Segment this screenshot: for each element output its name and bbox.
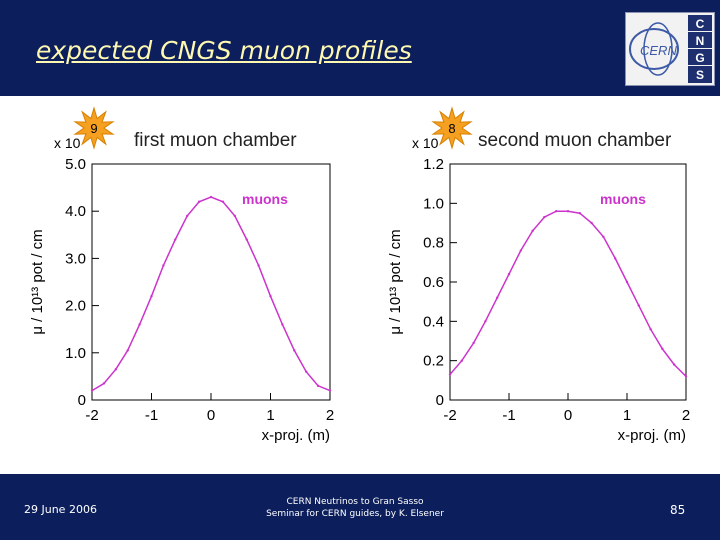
chart2-point-8 (543, 215, 546, 219)
cngs-logo: CERN C N G S (625, 12, 715, 86)
chart2-point-17 (649, 328, 652, 331)
chart2-ytick-label-6: 1.2 (423, 156, 444, 173)
chart2-point-7 (531, 229, 534, 233)
chart1-point-6 (162, 264, 165, 267)
chart2-ytick-label-0: 0 (436, 392, 444, 409)
chart1-point-12 (233, 214, 236, 218)
chart2-point-10 (566, 210, 570, 213)
chart2-point-18 (661, 347, 664, 351)
chart2-point-13 (602, 235, 605, 238)
chart2-point-2 (472, 341, 475, 345)
chart1-point-20 (328, 389, 332, 392)
chart2-point-3 (484, 320, 487, 323)
chart1-xtick-label-4: 2 (326, 407, 334, 424)
chart1-point-19 (316, 384, 320, 388)
page-number: 85 (670, 503, 686, 517)
chart1-scale-factor: x 10 (54, 135, 81, 151)
chart1-point-16 (281, 323, 284, 326)
slide-title: expected CNGS muon profiles (36, 36, 412, 65)
chart1-point-0 (90, 389, 94, 392)
chart2-point-5 (507, 272, 511, 276)
chart1-point-1 (102, 382, 106, 385)
chart1-frame (91, 163, 331, 401)
chart2-xtick-label-0: -2 (443, 407, 456, 424)
chart2-xlabel: x-proj. (m) (618, 427, 686, 444)
chart2-xtick-label-4: 2 (682, 407, 690, 424)
chart2-point-19 (673, 363, 676, 366)
chart2-muon-curve (449, 210, 687, 377)
logo-cern-text: CERN (640, 43, 677, 58)
chart2-xtick-label-3: 1 (623, 407, 631, 424)
chart1-point-15 (269, 294, 272, 298)
footer-center: CERN Neutrinos to Gran Sasso Seminar for… (200, 496, 510, 520)
chart1-point-10 (209, 195, 213, 199)
chart2-point-1 (460, 359, 463, 362)
chart1-xtick-label-2: 0 (207, 407, 215, 424)
chart2-xtick-label-2: 0 (564, 407, 572, 424)
chart2-ytick-label-2: 0.4 (423, 313, 444, 330)
footer-line-2: Seminar for CERN guides, by K. Elsener (266, 509, 444, 519)
chart2-point-11 (578, 211, 581, 215)
chart1-point-5 (150, 294, 153, 298)
chart1-point-2 (114, 368, 118, 371)
chart1-point-3 (126, 349, 129, 352)
chart2-exponent-star-icon (431, 106, 473, 150)
chart1-point-14 (257, 264, 260, 267)
chart2-ytick-label-5: 1.0 (423, 195, 444, 212)
chart2-point-4 (496, 296, 499, 299)
logo-letter-n: N (696, 34, 705, 48)
chart1-ytick-label-0: 0 (78, 392, 86, 409)
chart1-point-13 (245, 238, 248, 241)
chart1-point-9 (197, 200, 201, 203)
chart1-ytick-label-1: 1.0 (65, 345, 86, 362)
chart2-point-9 (555, 210, 558, 213)
chart1-ytick-label-2: 2.0 (65, 298, 86, 315)
chart2-point-6 (519, 249, 522, 252)
chart1-point-17 (293, 349, 296, 352)
chart2-xtick-label-1: -1 (502, 407, 515, 424)
logo-letter-c: C (696, 17, 705, 31)
footer-line-1: CERN Neutrinos to Gran Sasso (286, 497, 424, 507)
chart2-point-12 (590, 221, 593, 225)
chart1-ytick-label-3: 3.0 (65, 250, 86, 267)
chart2-point-0 (448, 373, 452, 376)
chart2-point-14 (614, 257, 617, 260)
cern-logo-icon: CERN C N G S (629, 15, 712, 83)
muon-profile-charts: -2 -1 0 1 2 0 1.0 2.0 3.0 4.0 5.0 muons x-proj. (m) μ… (29, 106, 690, 444)
chart2-point-16 (637, 304, 640, 307)
chart1-point-7 (174, 238, 177, 241)
chart2-legend-muons: muons (600, 191, 646, 207)
chart1-ytick-label-5: 5.0 (65, 156, 86, 173)
footer-date: 29 June 2006 (24, 503, 97, 516)
chart1-point-4 (138, 323, 141, 326)
chart1-point-8 (186, 214, 189, 218)
plot-panel: -2 -1 0 1 2 0 1.0 2.0 3.0 4.0 5.0 muons x-proj. (m) μ… (0, 96, 720, 474)
chart1-point-11 (221, 200, 225, 203)
logo-letter-g: G (695, 51, 704, 65)
chart2-point-20 (684, 375, 688, 378)
chart1-muon-curve (91, 196, 331, 392)
chart1-point-18 (305, 370, 308, 373)
chart2-scale-factor: x 10 (412, 135, 439, 151)
chart1-exponent: 9 (90, 121, 97, 136)
chart2-frame (449, 163, 687, 401)
chart1-xtick-label-0: -2 (85, 407, 98, 424)
chart2-ytick-label-3: 0.6 (423, 274, 444, 291)
chart2-title: second muon chamber (478, 130, 672, 151)
chart1-exponent-star-icon (73, 106, 115, 150)
chart1-xtick-label-3: 1 (266, 407, 274, 424)
chart1-ytick-label-4: 4.0 (65, 203, 86, 220)
chart2-exponent: 8 (448, 121, 455, 136)
chart2-ylabel: μ / 10¹³ pot / cm (387, 229, 404, 334)
chart2-point-15 (625, 280, 629, 284)
chart1-ylabel: μ / 10¹³ pot / cm (29, 229, 46, 334)
chart1-legend-muons: muons (242, 191, 288, 207)
chart2-ytick-label-1: 0.2 (423, 353, 444, 370)
chart1-xtick-label-1: -1 (145, 407, 158, 424)
logo-letter-s: S (696, 68, 704, 82)
chart2-ytick-label-4: 0.8 (423, 235, 444, 252)
chart1-xlabel: x-proj. (m) (262, 427, 330, 444)
chart1-title: first muon chamber (134, 130, 297, 151)
